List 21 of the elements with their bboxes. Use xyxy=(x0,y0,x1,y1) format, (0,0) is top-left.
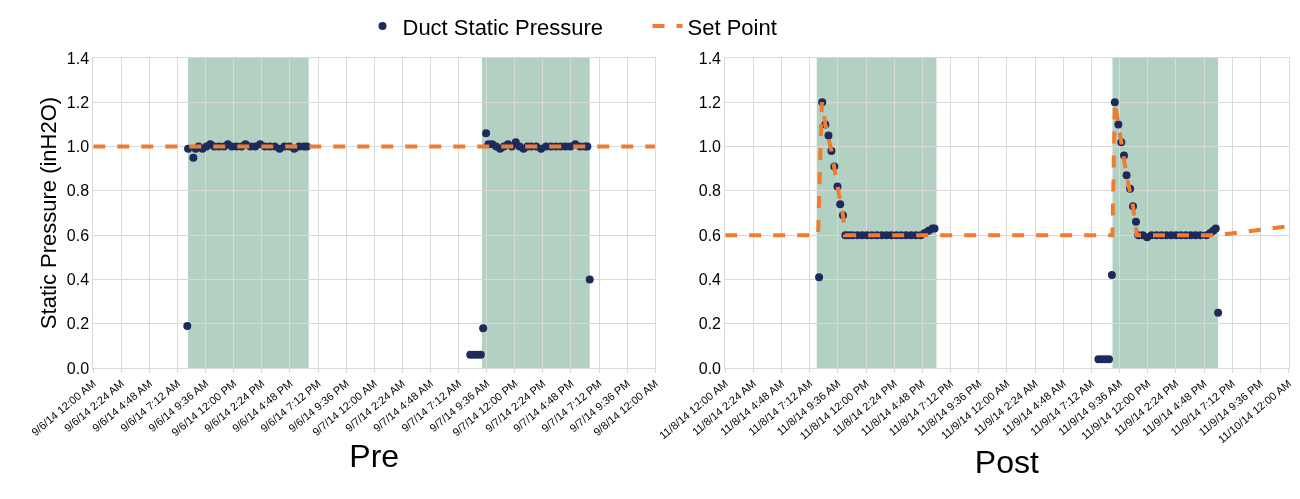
y-axis-title: Static Pressure (inH2O) xyxy=(35,96,61,330)
y-tick-label: 1.4 xyxy=(66,49,90,67)
y-tick-label: 0.4 xyxy=(698,271,722,289)
y-tick-label: 1.2 xyxy=(66,93,90,111)
legend-label: Set Point xyxy=(687,14,777,40)
y-tick-label: 0.0 xyxy=(698,359,722,377)
y-tick-label: 1.4 xyxy=(698,49,722,67)
y-tick-label: 0.6 xyxy=(66,226,90,244)
y-tick-label: 0.6 xyxy=(698,226,722,244)
y-tick-label: 0.8 xyxy=(698,182,722,200)
y-tick-label: 0.2 xyxy=(698,315,722,333)
y-tick-label: 0.8 xyxy=(66,182,90,200)
y-tick-label: 1.0 xyxy=(698,138,722,156)
y-tick-label: 1.0 xyxy=(66,138,90,156)
y-tick-label: 0.4 xyxy=(66,271,90,289)
x-axis-title: Post xyxy=(974,444,1039,481)
y-tick-label: 0.2 xyxy=(66,315,90,333)
legend-label: Duct Static Pressure xyxy=(402,14,604,40)
x-axis-title: Pre xyxy=(349,437,400,474)
y-tick-label: 0.0 xyxy=(66,359,90,377)
y-tick-label: 1.2 xyxy=(698,93,722,111)
